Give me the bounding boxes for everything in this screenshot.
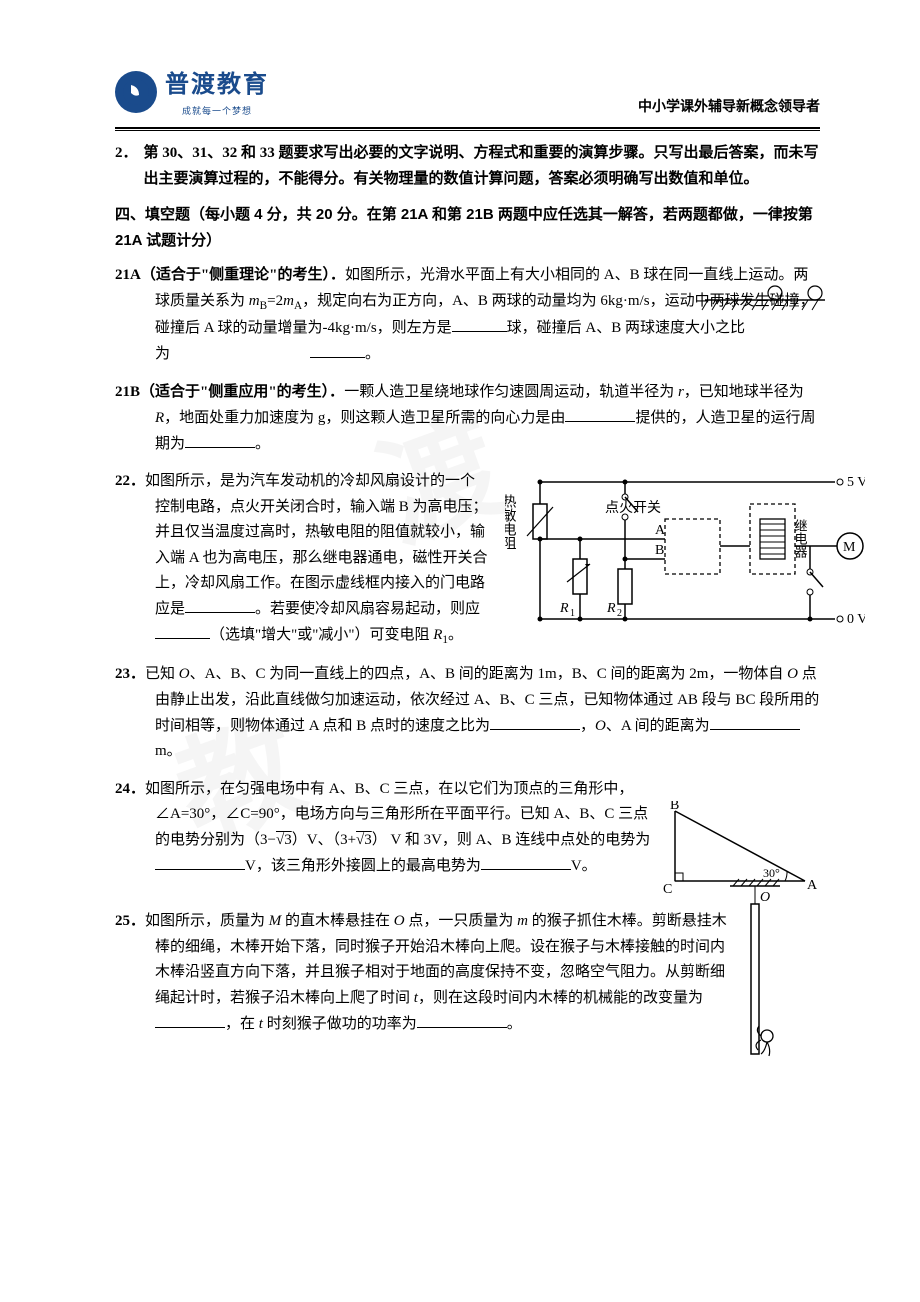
q22-figure: 5 V 0 V 热敏电阻 R1 A (505, 464, 865, 649)
logo: 普渡教育 成就每一个梦想 (115, 65, 269, 119)
svg-text:热敏电阻: 热敏电阻 (505, 494, 517, 550)
svg-text:B: B (670, 801, 679, 813)
q22-text: 如图所示，是为汽车发动机的冷却风扇设计的一个控制电路，点火开关闭合时，输入端 B… (145, 473, 488, 643)
instruction-2: 2． 第 30、31、32 和 33 题要求写出必要的文字说明、方程式和重要的演… (115, 141, 820, 192)
q25-num: 25． (115, 913, 145, 929)
blank (155, 623, 210, 640)
instruction-text: 第 30、31、32 和 33 题要求写出必要的文字说明、方程式和重要的演算步骤… (144, 141, 820, 192)
svg-text:O: O (760, 890, 770, 905)
q22-num: 22． (115, 473, 145, 489)
logo-icon (115, 71, 157, 113)
svg-text:点火开关: 点火开关 (605, 500, 661, 516)
question-25: 25．如图所示，质量为 M 的直木棒悬挂在 O 点，一只质量为 m 的猴子抓住木… (115, 909, 820, 1037)
svg-text:M: M (843, 540, 856, 555)
blank (185, 597, 255, 614)
q21b-label: （适合于"侧重应用"的考生）． (140, 384, 344, 400)
svg-text:B: B (655, 543, 664, 558)
instruction-num: 2． (115, 141, 138, 192)
svg-text:R: R (559, 601, 569, 616)
q23-num: 23． (115, 666, 145, 682)
q21a-label: （适合于"侧重理论"的考生）． (141, 267, 345, 283)
blank (565, 405, 635, 422)
svg-text:A: A (655, 523, 666, 538)
question-24: 24．如图所示，在匀强电场中有 A、B、C 三点，在以它们为顶点的三角形中，∠A… (115, 777, 820, 880)
svg-text:A: A (807, 878, 818, 893)
q24-num: 24． (115, 781, 145, 797)
question-21b: 21B（适合于"侧重应用"的考生）．一颗人造卫星绕地球作匀速圆周运动，轨道半径为… (115, 380, 820, 458)
blank (417, 1011, 507, 1028)
svg-text:C: C (663, 882, 672, 897)
blank (452, 316, 507, 333)
header-divider (115, 127, 820, 131)
svg-text:5 V: 5 V (847, 475, 865, 490)
blank (310, 342, 365, 359)
blank (155, 1011, 225, 1028)
svg-text:继电器: 继电器 (793, 519, 808, 559)
q24-text: 如图所示，在匀强电场中有 A、B、C 三点，在以它们为顶点的三角形中，∠A=30… (145, 781, 650, 874)
q25-figure: O (725, 876, 790, 1086)
blank (490, 713, 580, 730)
q25-text: 如图所示，质量为 M 的直木棒悬挂在 O 点，一只质量为 m 的猴子抓住木棒。剪… (145, 913, 727, 1032)
question-23: 23．已知 O、A、B、C 为同一直线上的四点，A、B 间的距离为 1m，B、C… (115, 662, 820, 765)
svg-text:R: R (606, 601, 616, 616)
question-22: 22．如图所示，是为汽车发动机的冷却风扇设计的一个控制电路，点火开关闭合时，输入… (115, 469, 820, 650)
blank (155, 853, 245, 870)
header-tagline: 中小学课外辅导新概念领导者 (638, 95, 820, 119)
blank (710, 713, 800, 730)
q21b-num: 21B (115, 384, 140, 400)
q21a-figure (700, 283, 825, 328)
q23-text: 已知 O、A、B、C 为同一直线上的四点，A、B 间的距离为 1m，B、C 间的… (145, 666, 819, 759)
svg-text:1: 1 (570, 608, 575, 619)
q21a-num: 21A (115, 267, 141, 283)
logo-text: 普渡教育 (165, 65, 269, 106)
section-4-title: 四、填空题（每小题 4 分，共 20 分。在第 21A 和第 21B 两题中应任… (115, 202, 820, 253)
blank (185, 431, 255, 448)
svg-text:0 V: 0 V (847, 612, 865, 627)
page-header: 普渡教育 成就每一个梦想 中小学课外辅导新概念领导者 (115, 65, 820, 119)
blank (481, 853, 571, 870)
logo-subtext: 成就每一个梦想 (165, 104, 269, 119)
question-21a: 21A（适合于"侧重理论"的考生）．如图所示，光滑水平面上有大小相同的 A、B … (115, 263, 820, 368)
svg-text:2: 2 (617, 608, 622, 619)
